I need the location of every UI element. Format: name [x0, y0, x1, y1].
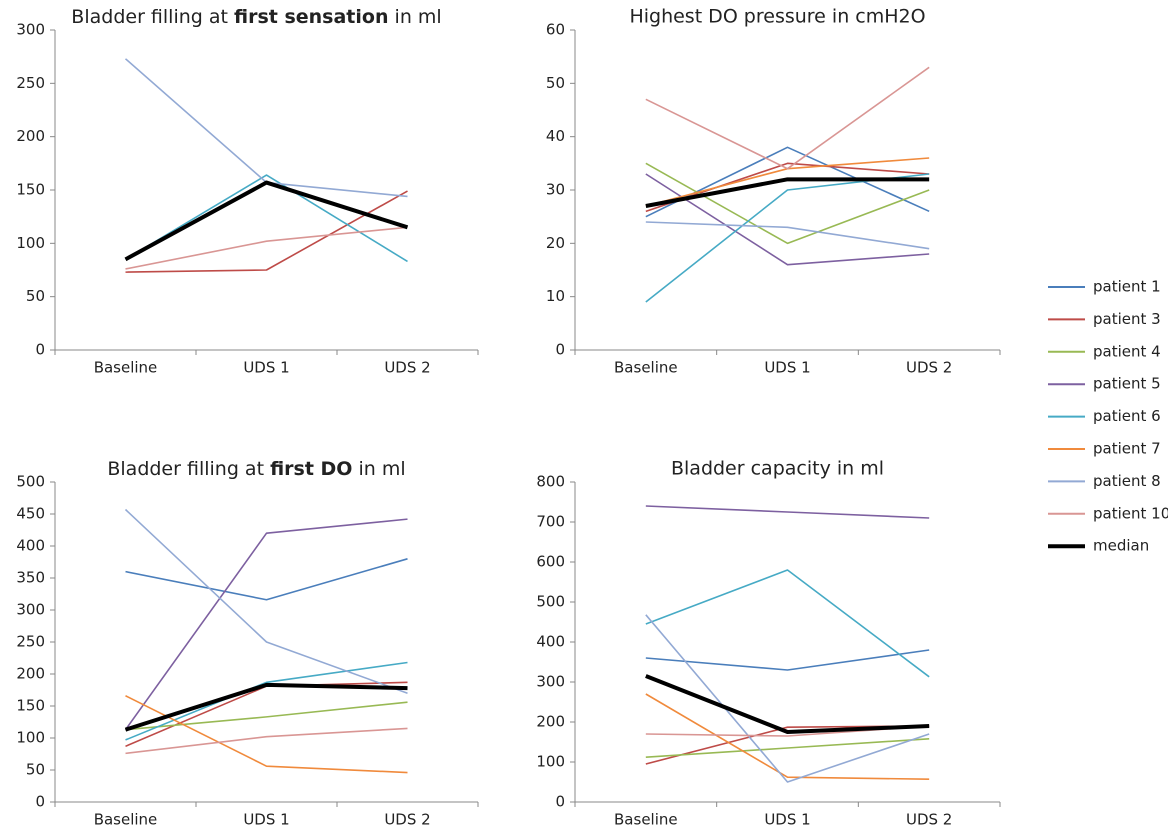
x-tick-label: Baseline [94, 811, 158, 829]
series-line [125, 701, 408, 731]
series-line [645, 569, 930, 678]
legend-label: patient 7 [1093, 440, 1161, 458]
y-tick-label: 30 [546, 181, 565, 199]
series-line [645, 66, 930, 170]
y-tick-label: 450 [16, 505, 45, 523]
y-tick-label: 300 [16, 601, 45, 619]
y-tick-label: 100 [536, 753, 565, 771]
y-tick-label: 200 [16, 127, 45, 145]
series-line [645, 505, 930, 519]
legend-label: patient 5 [1093, 375, 1161, 393]
series-line [645, 693, 930, 780]
x-tick-label: UDS 1 [243, 359, 289, 377]
title-part: Bladder filling at [107, 458, 270, 480]
legend-label: patient 6 [1093, 407, 1161, 425]
chart-title: Bladder filling at first sensation in ml [71, 6, 441, 28]
x-tick-label: Baseline [614, 811, 678, 829]
legend-label: patient 4 [1093, 342, 1161, 360]
series-line [645, 649, 930, 671]
x-tick-label: Baseline [94, 359, 158, 377]
series-line [125, 558, 408, 601]
x-tick-label: UDS 2 [384, 359, 430, 377]
y-tick-label: 40 [546, 127, 565, 145]
title-part: in ml [389, 6, 442, 28]
y-tick-label: 200 [16, 665, 45, 683]
series-line [125, 226, 408, 270]
y-tick-label: 300 [16, 21, 45, 39]
chart-title: Bladder filling at first DO in ml [107, 458, 405, 480]
series-line [124, 518, 408, 731]
y-tick-label: 0 [35, 793, 45, 811]
series-line [124, 682, 408, 732]
y-tick-label: 400 [16, 537, 45, 555]
y-tick-label: 250 [16, 74, 45, 92]
y-tick-label: 700 [536, 513, 565, 531]
y-tick-label: 500 [16, 473, 45, 491]
y-tick-label: 350 [16, 569, 45, 587]
y-tick-label: 250 [16, 633, 45, 651]
y-tick-label: 150 [16, 181, 45, 199]
y-tick-label: 150 [16, 697, 45, 715]
y-tick-label: 100 [16, 729, 45, 747]
series-line [645, 738, 930, 758]
y-tick-label: 0 [35, 341, 45, 359]
x-tick-label: UDS 2 [906, 811, 952, 829]
y-tick-label: 10 [546, 287, 565, 305]
legend-label: patient 1 [1093, 278, 1161, 296]
series-line [645, 177, 930, 208]
legend-label: median [1093, 537, 1149, 555]
y-tick-label: 0 [555, 793, 565, 811]
legend-label: patient 8 [1093, 472, 1161, 490]
title-part: in ml [352, 458, 405, 480]
series-line [645, 614, 930, 783]
series-line [125, 695, 408, 774]
y-tick-label: 20 [546, 234, 565, 252]
title-part: first DO [270, 458, 352, 480]
x-tick-label: UDS 1 [243, 811, 289, 829]
series-line [125, 727, 408, 755]
y-tick-label: 50 [26, 761, 45, 779]
series-line [645, 162, 930, 245]
x-tick-label: UDS 2 [384, 811, 430, 829]
series-line [645, 173, 930, 303]
series-line [125, 190, 408, 273]
x-tick-label: UDS 1 [764, 811, 810, 829]
y-tick-label: 0 [555, 341, 565, 359]
y-tick-label: 400 [536, 633, 565, 651]
y-tick-label: 100 [16, 234, 45, 252]
x-tick-label: Baseline [614, 359, 678, 377]
y-tick-label: 50 [26, 287, 45, 305]
title-part: first sensation [234, 6, 389, 28]
y-tick-label: 600 [536, 553, 565, 571]
series-line [645, 221, 930, 250]
y-tick-label: 500 [536, 593, 565, 611]
series-line [125, 661, 408, 741]
chart-title: Highest DO pressure in cmH2O [629, 6, 925, 28]
series-line [125, 174, 408, 263]
y-tick-label: 50 [546, 74, 565, 92]
y-tick-label: 60 [546, 21, 565, 39]
x-tick-label: UDS 2 [906, 359, 952, 377]
series-line [645, 173, 930, 266]
series-line [124, 508, 408, 694]
y-tick-label: 300 [536, 673, 565, 691]
series-line [124, 180, 409, 262]
x-tick-label: UDS 1 [764, 359, 810, 377]
chart-title: Bladder capacity in ml [671, 458, 884, 480]
title-part: Bladder filling at [71, 6, 234, 28]
y-tick-label: 800 [536, 473, 565, 491]
series-line [645, 674, 930, 734]
legend-label: patient 3 [1093, 310, 1161, 328]
legend-label: patient 10 [1093, 504, 1168, 522]
y-tick-label: 200 [536, 713, 565, 731]
